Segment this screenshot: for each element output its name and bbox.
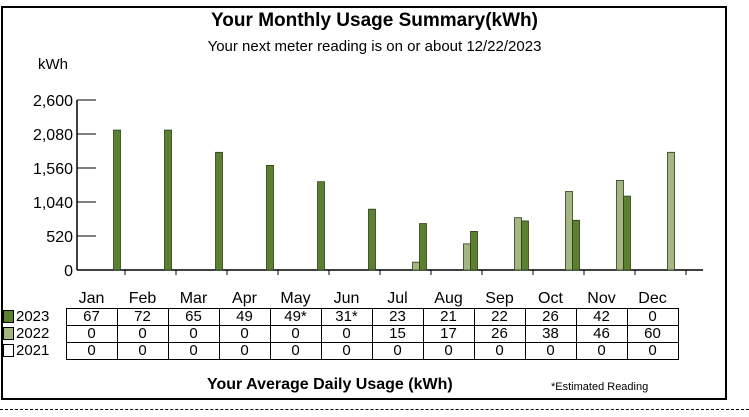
bar-2023-sep	[521, 220, 529, 271]
table-cell: 0	[65, 325, 118, 343]
month-label: May	[280, 290, 310, 307]
average-daily-usage-table: 2023 67 72 65 49 49* 31* 23 21 22 26 42 0 2022 0 0 0 0 0 0 1…	[0, 308, 679, 360]
month-label: Oct	[538, 290, 563, 307]
month-label: Mar	[180, 290, 208, 307]
table-cell: 15	[371, 325, 424, 343]
month-label: Feb	[129, 290, 157, 307]
table-cell: 0	[218, 325, 271, 343]
y-tick-label: 2,600	[33, 93, 73, 110]
year-label: 2023	[16, 308, 50, 325]
month-label: Jun	[334, 290, 360, 307]
table-cell: 22	[473, 308, 526, 326]
year-legend-cell: 2022	[0, 326, 66, 343]
bar-2023-oct	[572, 219, 580, 271]
table-cell: 46	[575, 325, 628, 343]
table-cell: 0	[320, 342, 373, 360]
year-label: 2022	[16, 325, 50, 342]
y-axis-label: kWh	[38, 56, 68, 73]
table-cell: 26	[473, 325, 526, 343]
bar-2022-aug	[463, 243, 471, 271]
table-cell: 0	[167, 342, 220, 360]
year-legend-cell: 2021	[0, 343, 66, 360]
month-label: Sep	[485, 290, 514, 307]
month-label: Jul	[387, 290, 407, 307]
table-cell: 23	[371, 308, 424, 326]
y-tick-label: 520	[46, 229, 73, 246]
year-label: 2021	[16, 342, 50, 359]
table-cell: 0	[524, 342, 577, 360]
chart-subtitle: Your next meter reading is on or about 1…	[207, 38, 542, 55]
table-cell: 31*	[320, 308, 373, 326]
table-cell: 0	[626, 308, 679, 326]
table-cell: 0	[116, 325, 169, 343]
table-cell: 0	[65, 342, 118, 360]
bar-2022-nov	[616, 180, 624, 271]
table-cell: 49*	[269, 308, 322, 326]
month-label: Dec	[638, 290, 666, 307]
table-cell: 21	[422, 308, 475, 326]
bar-chart: 0 520 1,040 1,560 2,080 2,600 Jan Feb Mar Apr May J…	[33, 93, 703, 307]
table-cell: 42	[575, 308, 628, 326]
bar-2023-nov	[623, 195, 631, 271]
y-tick-label: 1,040	[33, 195, 73, 212]
bar-2023-jun	[368, 208, 376, 271]
month-label: Jan	[79, 290, 105, 307]
dashed-divider	[0, 409, 749, 410]
table-cell: 0	[626, 342, 679, 360]
y-tick-label: 2,080	[33, 127, 73, 144]
bar-2023-aug	[470, 231, 478, 271]
table-cell: 0	[218, 342, 271, 360]
table-cell: 0	[575, 342, 628, 360]
chart-frame	[1, 6, 727, 400]
y-tick-label: 0	[64, 263, 73, 280]
table-cell: 38	[524, 325, 577, 343]
legend-swatch-icon	[3, 310, 14, 323]
table-cell: 0	[269, 325, 322, 343]
table-caption: Your Average Daily Usage (kWh)	[207, 376, 453, 393]
bar-2023-apr	[266, 164, 274, 271]
table-cell: 67	[65, 308, 118, 326]
legend-swatch-icon	[3, 327, 14, 340]
table-cell: 0	[269, 342, 322, 360]
legend-swatch-icon	[3, 344, 14, 357]
bar-2023-jul	[419, 223, 427, 271]
table-cell: 65	[167, 308, 220, 326]
table-cell: 49	[218, 308, 271, 326]
month-label: Nov	[587, 290, 615, 307]
bar-2023-feb	[164, 129, 172, 271]
y-tick-label: 1,560	[33, 161, 73, 178]
month-label: Apr	[232, 290, 258, 307]
month-label: Aug	[434, 290, 462, 307]
estimated-reading-note: *Estimated Reading	[551, 381, 649, 393]
bar-2023-mar	[215, 151, 223, 271]
table-cell: 0	[116, 342, 169, 360]
bar-2022-oct	[565, 191, 573, 271]
table-cell: 0	[473, 342, 526, 360]
table-cell: 0	[422, 342, 475, 360]
table-cell: 60	[626, 325, 679, 343]
table-row: 2023 67 72 65 49 49* 31* 23 21 22 26 42 0	[0, 308, 679, 326]
bar-2023-jan	[113, 129, 121, 271]
bar-2023-may	[317, 181, 325, 271]
table-cell: 0	[167, 325, 220, 343]
chart-title: Your Monthly Usage Summary(kWh)	[211, 10, 538, 31]
bar-2022-jul	[412, 261, 420, 271]
table-cell: 72	[116, 308, 169, 326]
year-legend-cell: 2023	[0, 309, 66, 326]
table-cell: 17	[422, 325, 475, 343]
bar-2022-dec	[667, 151, 675, 271]
table-cell: 26	[524, 308, 577, 326]
table-row: 2021 0 0 0 0 0 0 0 0 0 0 0 0	[0, 342, 679, 360]
table-row: 2022 0 0 0 0 0 0 15 17 26 38 46 60	[0, 325, 679, 343]
table-cell: 0	[320, 325, 373, 343]
table-cell: 0	[371, 342, 424, 360]
bar-2022-sep	[514, 217, 522, 271]
